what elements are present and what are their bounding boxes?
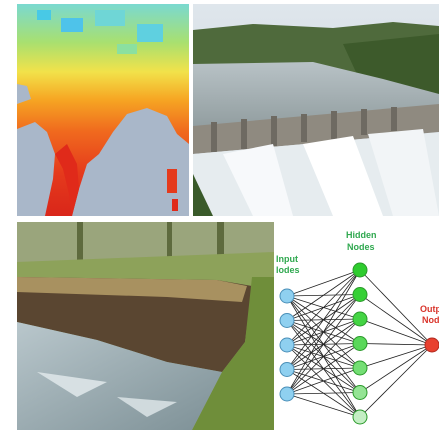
- neural-network-diagram: Input lodes Hidden Nodes Outp Nod: [274, 222, 439, 430]
- hidden-node: [352, 287, 368, 302]
- hidden-node: [352, 336, 368, 351]
- hidden-label-line1: Hidden: [346, 230, 377, 240]
- input-node: [279, 362, 295, 377]
- input-hidden-edge: [286, 269, 361, 346]
- hidden-output-edge: [359, 294, 433, 346]
- input-hidden-edge: [286, 294, 361, 395]
- output-node: [424, 337, 439, 353]
- input-hidden-edge: [286, 367, 361, 395]
- input-node: [279, 288, 295, 304]
- network-nodes: [279, 262, 439, 425]
- input-hidden-edge: [286, 269, 361, 297]
- input-hidden-edge: [286, 392, 361, 395]
- hidden-node: [352, 385, 368, 400]
- hidden-output-edge: [359, 344, 433, 369]
- input-node: [279, 386, 295, 402]
- heatmap-map: [17, 4, 189, 216]
- input-label-line2: lodes: [276, 265, 300, 275]
- input-node: [279, 337, 295, 353]
- input-node: [279, 313, 295, 328]
- dam-photo: [193, 4, 439, 216]
- temperature-heatmap-panel: [17, 4, 189, 216]
- dam-photo-panel: [193, 4, 439, 216]
- hidden-node: [352, 311, 368, 327]
- neural-network-svg: Input lodes Hidden Nodes Outp Nod: [276, 230, 439, 425]
- hidden-node: [352, 360, 368, 376]
- input-label-line1: Input: [276, 254, 298, 264]
- output-label-line2: Nod: [422, 315, 439, 325]
- input-hidden-edge: [286, 393, 361, 418]
- hidden-node: [352, 262, 368, 278]
- input-hidden-edge: [286, 269, 361, 395]
- input-hidden-edge: [286, 318, 361, 395]
- output-label-line1: Outp: [420, 304, 439, 314]
- hidden-output-edge: [359, 318, 433, 346]
- hidden-label-line2: Nodes: [347, 242, 375, 252]
- hidden-output-edge: [359, 343, 433, 346]
- riverbank-photo: [17, 222, 274, 430]
- hidden-output-edge: [359, 344, 433, 393]
- hidden-node: [352, 409, 368, 425]
- hidden-output-edge: [359, 269, 433, 346]
- input-hidden-edge: [286, 269, 361, 370]
- input-hidden-edge: [286, 269, 361, 321]
- input-hidden-edge: [286, 343, 361, 395]
- network-edges: [286, 269, 433, 418]
- hidden-output-edge: [359, 344, 433, 418]
- riverbank-photo-panel: [17, 222, 274, 430]
